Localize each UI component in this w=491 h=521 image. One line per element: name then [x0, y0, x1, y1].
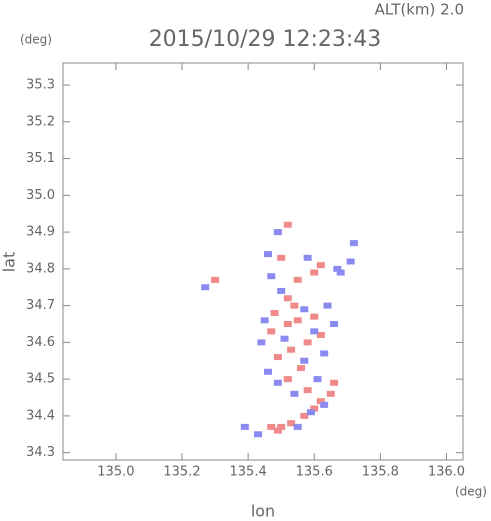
data-point: [211, 276, 220, 283]
data-point: [277, 423, 286, 430]
data-point: [330, 379, 339, 386]
y-tick-label: 34.3: [26, 445, 55, 460]
data-point: [277, 254, 286, 261]
x-unit: (deg): [455, 485, 487, 499]
data-point: [254, 431, 263, 438]
data-point: [300, 412, 309, 419]
y-tick-label: 34.6: [26, 335, 55, 350]
x-tick-label: 135.2: [163, 465, 200, 480]
y-unit: (deg): [20, 33, 52, 47]
x-tick-label: 136.0: [428, 465, 465, 480]
data-point: [283, 221, 292, 228]
plot-frame: [62, 62, 464, 461]
y-tick-label: 34.4: [26, 408, 55, 423]
data-point: [267, 273, 276, 280]
data-point: [293, 317, 302, 324]
data-point: [310, 269, 319, 276]
data-point: [313, 376, 322, 383]
data-point: [349, 240, 358, 247]
data-point: [306, 409, 315, 416]
chart-title: 2015/10/29 12:23:43: [149, 27, 382, 52]
data-point: [240, 423, 249, 430]
y-tick-label: 35.3: [26, 78, 55, 93]
data-point: [303, 387, 312, 394]
data-point: [293, 276, 302, 283]
data-point: [270, 309, 279, 316]
data-point: [316, 262, 325, 269]
data-point: [310, 328, 319, 335]
data-point: [260, 317, 269, 324]
data-point: [283, 295, 292, 302]
data-point: [273, 427, 282, 434]
data-point: [287, 420, 296, 427]
data-point: [267, 328, 276, 335]
data-point: [310, 405, 319, 412]
data-point: [316, 332, 325, 339]
y-tick-label: 34.8: [26, 261, 55, 276]
data-point: [277, 287, 286, 294]
data-point: [267, 423, 276, 430]
data-point: [280, 335, 289, 342]
data-point: [287, 346, 296, 353]
data-point: [320, 401, 329, 408]
y-tick-label: 35.2: [26, 114, 55, 129]
data-point: [346, 258, 355, 265]
data-point: [303, 339, 312, 346]
data-point: [310, 313, 319, 320]
data-point: [263, 368, 272, 375]
data-point: [263, 251, 272, 258]
data-point: [300, 357, 309, 364]
x-tick-label: 135.8: [362, 465, 399, 480]
data-point: [330, 320, 339, 327]
data-point: [290, 390, 299, 397]
x-tick-label: 135.0: [97, 465, 134, 480]
x-tick-label: 135.4: [230, 465, 267, 480]
data-point: [323, 302, 332, 309]
data-point: [290, 302, 299, 309]
y-tick-label: 35.1: [26, 151, 55, 166]
y-tick-label: 35.0: [26, 188, 55, 203]
data-point: [300, 306, 309, 313]
data-point: [257, 339, 266, 346]
data-point: [283, 376, 292, 383]
y-tick-label: 34.9: [26, 225, 55, 240]
data-point: [333, 265, 342, 272]
data-point: [320, 350, 329, 357]
data-point: [201, 284, 210, 291]
data-point: [316, 398, 325, 405]
data-point: [273, 229, 282, 236]
chart-subtitle: ALT(km) 2.0: [375, 1, 464, 19]
data-point: [293, 423, 302, 430]
y-tick-label: 34.5: [26, 372, 55, 387]
data-point: [273, 354, 282, 361]
x-tick-label: 135.6: [296, 465, 333, 480]
x-axis-label: lon: [251, 502, 275, 521]
y-tick-label: 34.7: [26, 298, 55, 313]
data-point: [326, 390, 335, 397]
data-point: [297, 365, 306, 372]
data-point: [303, 254, 312, 261]
data-point: [336, 269, 345, 276]
data-point: [283, 320, 292, 327]
y-axis-label: lat: [0, 252, 19, 273]
data-point: [273, 379, 282, 386]
